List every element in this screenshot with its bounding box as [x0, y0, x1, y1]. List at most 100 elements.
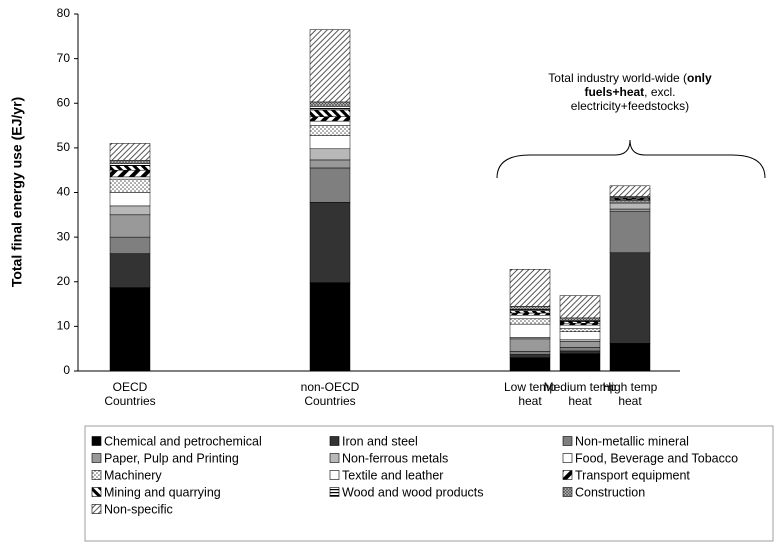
- legend-label: Chemical and petrochemical: [104, 434, 262, 448]
- x-tick-label: Low temp heat: [503, 380, 557, 408]
- legend-label: Transport equipment: [575, 468, 690, 482]
- legend-label: Food, Beverage and Tobacco: [575, 451, 738, 465]
- legend-swatch: [91, 487, 102, 497]
- bar-segment: [309, 159, 351, 169]
- bar-segment: [559, 353, 601, 372]
- bar-segment: [509, 354, 551, 358]
- bar-segment: [309, 167, 351, 203]
- x-tick-label: Medium temp heat: [543, 380, 617, 408]
- legend-box: [84, 425, 774, 542]
- annotation-text: , excl. electricity+feedstocks): [570, 85, 690, 113]
- y-tick-label: 10: [57, 319, 71, 333]
- bar-segment: [509, 312, 551, 316]
- bar-segment: [559, 328, 601, 332]
- legend-swatch: [562, 470, 573, 480]
- x-tick-label: non-OECD Countries: [300, 380, 360, 408]
- legend-label: Non-specific: [104, 502, 173, 516]
- bar-segment: [109, 160, 151, 164]
- bar-segment: [609, 252, 651, 344]
- annotation-bold: only fuels+heat: [584, 71, 712, 99]
- y-tick-label: 70: [57, 51, 71, 65]
- bar-segment: [559, 350, 601, 354]
- y-axis-label: Total final energy use (EJ/yr): [9, 97, 25, 287]
- bar-segment: [109, 287, 151, 372]
- legend-swatch: [562, 436, 573, 446]
- y-tick-label: 0: [63, 363, 70, 377]
- y-tick-label: 30: [57, 229, 71, 243]
- bar-segment: [109, 169, 151, 178]
- legend-label: Mining and quarrying: [104, 485, 221, 499]
- bar-segment: [609, 203, 651, 210]
- legend-label: Paper, Pulp and Printing: [104, 451, 239, 465]
- bar-segment: [509, 357, 551, 372]
- bar-segment: [559, 347, 601, 352]
- bar-segment: [559, 339, 601, 342]
- bar-segment: [559, 324, 601, 329]
- bar-segment: [309, 202, 351, 283]
- y-tick-label: 80: [57, 6, 71, 20]
- bar-segment: [509, 269, 551, 307]
- y-tick-label: 40: [57, 185, 71, 199]
- bar-segment: [109, 214, 151, 238]
- legend-swatch: [91, 453, 102, 463]
- legend-swatch: [329, 470, 340, 480]
- bar-segment: [309, 116, 351, 122]
- bar-segment: [309, 135, 351, 150]
- legend-swatch: [329, 487, 340, 497]
- legend-label: Construction: [575, 485, 645, 499]
- legend-swatch: [562, 487, 573, 497]
- y-tick-label: 60: [57, 95, 71, 109]
- legend-label: Machinery: [104, 468, 162, 482]
- bar-segment: [109, 192, 151, 207]
- bar-segment: [509, 318, 551, 325]
- bar-segment: [559, 317, 601, 321]
- legend-label: Non-ferrous metals: [342, 451, 448, 465]
- bar-segment: [309, 109, 351, 117]
- bar-segment: [109, 163, 151, 166]
- bar-segment: [559, 321, 601, 324]
- legend-swatch: [329, 436, 340, 446]
- bar-segment: [609, 343, 651, 372]
- legend-label: Non-metallic mineral: [575, 434, 689, 448]
- bar-segment: [309, 106, 351, 111]
- bar-segment: [309, 101, 351, 107]
- bar-segment: [309, 120, 351, 126]
- bar-segment: [609, 208, 651, 212]
- bar-segment: [109, 176, 151, 180]
- legend-swatch: [91, 470, 102, 480]
- bar-segment: [309, 125, 351, 136]
- bar-segment: [559, 341, 601, 348]
- legend-swatch: [562, 453, 573, 463]
- bar-segment: [109, 253, 151, 288]
- bar-segment: [559, 295, 601, 319]
- bar-segment: [509, 314, 551, 320]
- bar-segment: [609, 185, 651, 197]
- y-tick-label: 20: [57, 274, 71, 288]
- legend-label: Textile and leather: [342, 468, 443, 482]
- bar-segment: [509, 338, 551, 352]
- bar-segment: [309, 148, 351, 161]
- annotation: Total industry world-wide (only fuels+he…: [540, 71, 720, 113]
- bar-segment: [509, 351, 551, 355]
- legend-swatch: [91, 504, 102, 514]
- bar-segment: [109, 205, 151, 216]
- bar-segment: [509, 310, 551, 314]
- bar-segment: [509, 306, 551, 310]
- legend-label: Iron and steel: [342, 434, 418, 448]
- bar-segment: [309, 29, 351, 103]
- annotation-text: Total industry world-wide (: [548, 71, 688, 85]
- y-tick-label: 50: [57, 140, 71, 154]
- bar-segment: [309, 282, 351, 372]
- x-tick-label: OECD Countries: [104, 380, 156, 408]
- bar-segment: [559, 323, 601, 326]
- bar-segment: [109, 178, 151, 193]
- legend-swatch: [329, 453, 340, 463]
- bar-segment: [509, 323, 551, 338]
- bar-segment: [609, 211, 651, 253]
- bar-segment: [109, 236, 151, 254]
- legend-label: Wood and wood products: [342, 485, 484, 499]
- legend-swatch: [91, 436, 102, 446]
- bar-segment: [109, 143, 151, 161]
